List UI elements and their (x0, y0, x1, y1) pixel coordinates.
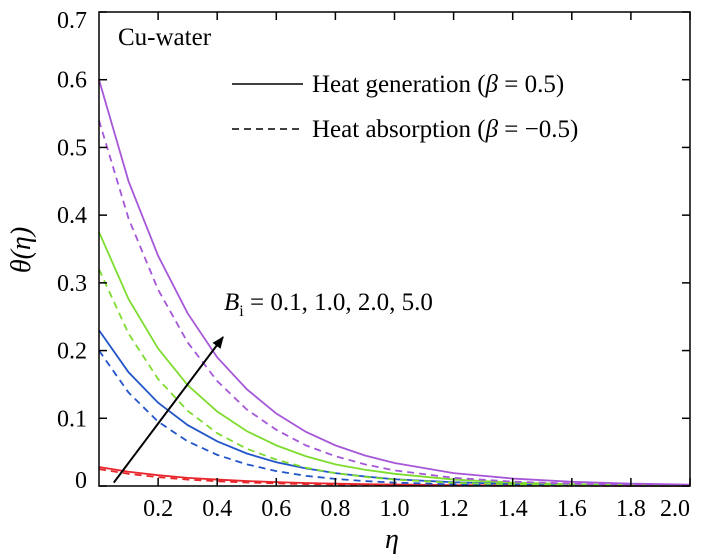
y-tick-label: 0 (75, 468, 87, 494)
x-tick-label: 0.8 (320, 496, 350, 522)
series-line-bi-5-0-generation (98, 79, 691, 486)
x-tick-label: 1.2 (439, 496, 469, 522)
annotation-arrow (112, 336, 224, 484)
annotation-label: Bi = 0.1, 1.0, 2.0, 5.0 (224, 289, 433, 320)
y-tick-label: 0.6 (57, 68, 87, 94)
y-tick-label: 0.4 (57, 203, 87, 229)
series-line-bi-5-0-absorption (98, 120, 691, 487)
legend-entry-generation: Heat generation (β = 0.5) (312, 71, 564, 98)
x-tick-label: 2.0 (660, 496, 690, 522)
series-line-bi-1-0-absorption (98, 350, 691, 487)
series-line-bi-2-0-generation (98, 231, 691, 487)
y-tick-label: 0.2 (57, 339, 87, 365)
x-tick-label: 1.4 (498, 496, 528, 522)
y-axis-label: θ(η) (6, 227, 37, 273)
y-tick-label: 0.3 (57, 271, 87, 297)
box-label: Cu-water (118, 24, 212, 51)
ticks-layer: 0.2 0.4 0.6 0.8 1.0 1.2 1.4 1.6 1.8 2.0 0 0.1 0.2 0.3… (57, 8, 691, 522)
y-tick-label: 0.1 (57, 406, 87, 432)
y-tick-label: 0.5 (57, 135, 87, 161)
series-line-bi-2-0-absorption (98, 268, 691, 487)
series-layer (98, 79, 691, 487)
x-tick-label: 0.4 (202, 496, 232, 522)
x-tick-label: 1.6 (557, 496, 587, 522)
legend: Heat generation (β = 0.5) Heat absorptio… (232, 71, 578, 143)
x-tick-label: 0.2 (143, 496, 173, 522)
legend-entry-absorption: Heat absorption (β = −0.5) (312, 116, 578, 143)
x-tick-label: 0.6 (261, 496, 291, 522)
y-tick-label: 0.7 (57, 8, 87, 34)
x-tick-label: 1.0 (380, 496, 410, 522)
x-axis-label: η (385, 524, 399, 555)
x-tick-label: 1.8 (616, 496, 646, 522)
